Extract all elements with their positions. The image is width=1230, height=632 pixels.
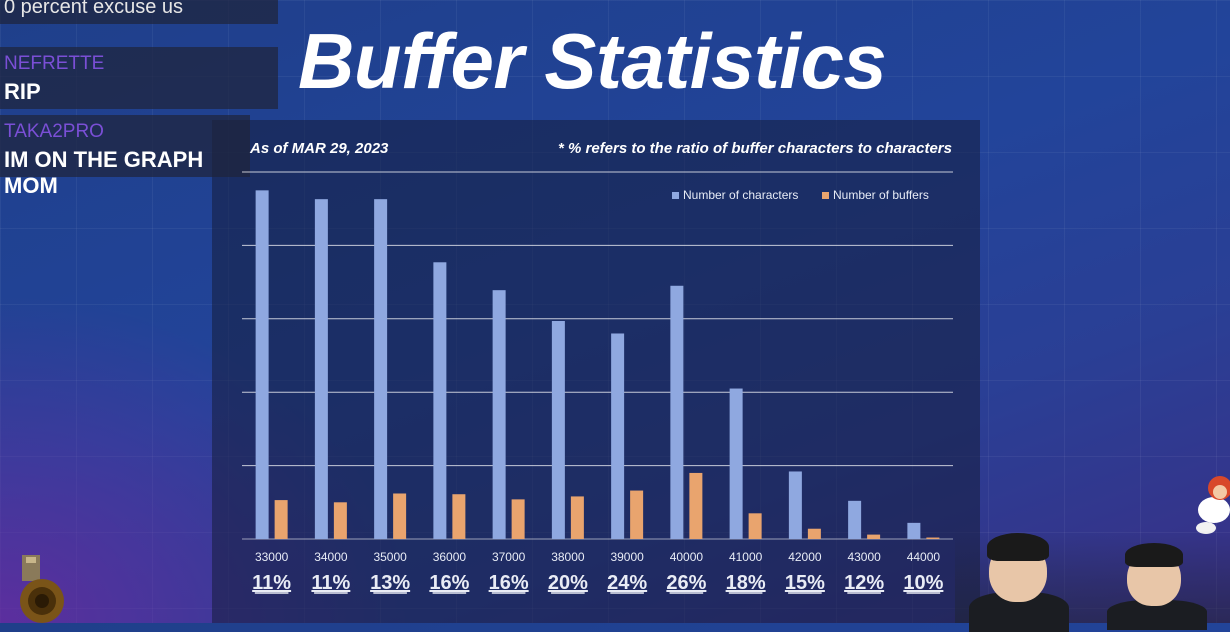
percent-label: 10% (903, 572, 943, 594)
bar-characters (729, 388, 743, 539)
percent-label: 24% (607, 572, 647, 594)
x-tick-label: 35000 (373, 550, 407, 564)
x-tick-label: 39000 (610, 550, 644, 564)
percent-label: 11% (252, 572, 291, 594)
x-tick-label: 36000 (433, 550, 467, 564)
person-hair (987, 533, 1049, 561)
legend-label-buffers: Number of buffers (833, 188, 929, 202)
bar-characters (255, 190, 269, 539)
percent-label: 16% (489, 572, 529, 594)
bar-characters (788, 471, 802, 539)
bar-characters (492, 290, 506, 539)
percent-label: 13% (370, 572, 410, 594)
x-tick-label: 37000 (492, 550, 526, 564)
bar-characters (848, 500, 862, 539)
as-of-date: As of MAR 29, 2023 (250, 140, 389, 157)
chat-message: TAKA2PRO IM ON THE GRAPH MOM (0, 115, 250, 198)
legend-swatch-buffers (822, 192, 829, 199)
x-tick-label: 41000 (729, 550, 763, 564)
page-title: Buffer Statistics (298, 17, 887, 105)
bar-buffers (630, 490, 644, 539)
percent-label: 16% (429, 572, 469, 594)
bar-characters (611, 333, 625, 539)
x-tick-label: 40000 (670, 550, 704, 564)
legend-swatch-characters (672, 192, 679, 199)
x-tick-label: 34000 (314, 550, 348, 564)
chat-username: NEFRETTE (4, 53, 105, 74)
bar-characters (907, 522, 921, 539)
bar-buffers (452, 494, 466, 539)
bar-characters (670, 285, 684, 539)
bar-characters (374, 199, 388, 539)
chat-text: RIP (4, 79, 41, 104)
bar-buffers (274, 500, 288, 539)
bar-buffers (511, 499, 525, 539)
x-tick-label: 44000 (907, 550, 941, 564)
bar-buffers (689, 472, 703, 539)
bar-buffers (867, 534, 881, 539)
percent-label: 15% (785, 572, 825, 594)
percent-label: 12% (844, 572, 884, 594)
x-tick-label: 43000 (847, 550, 881, 564)
chart-footnote: * % refers to the ratio of buffer charac… (557, 140, 952, 157)
chat-text: IM ON THE GRAPH MOM (4, 147, 204, 198)
bar-buffers (807, 528, 821, 539)
percent-label: 11% (311, 572, 350, 594)
legend-label-characters: Number of characters (683, 188, 798, 202)
percent-label: 18% (726, 572, 766, 594)
bar-characters (314, 199, 328, 539)
percent-label: 20% (548, 572, 588, 594)
person-hair (1125, 543, 1183, 567)
chat-message: NEFRETTE RIP (0, 47, 278, 109)
chat-text: 0 percent excuse us (4, 0, 183, 18)
bar-buffers (333, 502, 347, 539)
chat-message-partial: 0 percent excuse us (0, 0, 278, 24)
trumpet-sprite-icon (20, 555, 64, 623)
webcam-overlay (955, 530, 1230, 632)
x-tick-label: 38000 (551, 550, 585, 564)
bar-buffers (926, 537, 940, 539)
percent-label: 26% (666, 572, 706, 594)
bar-buffers (570, 496, 584, 539)
x-tick-label: 33000 (255, 550, 289, 564)
x-tick-label: 42000 (788, 550, 822, 564)
bar-characters (433, 262, 447, 539)
chat-username: TAKA2PRO (4, 121, 104, 142)
bar-characters (551, 321, 565, 539)
bar-buffers (393, 493, 407, 539)
bar-buffers (748, 513, 762, 539)
